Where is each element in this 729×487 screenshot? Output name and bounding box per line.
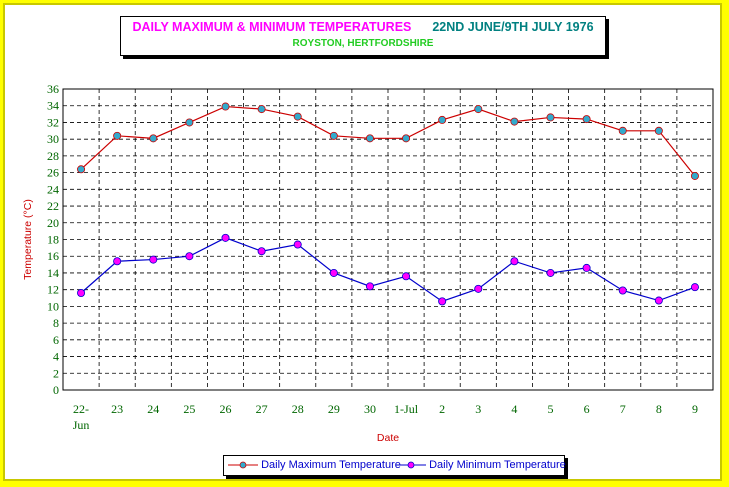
legend-swatch-max (228, 459, 258, 471)
y-tick-label: 24 (47, 182, 59, 196)
y-tick-label: 22 (47, 199, 59, 213)
data-point-min (582, 263, 591, 272)
plot-area-border (62, 88, 714, 391)
data-point-max (690, 171, 699, 180)
series (77, 102, 699, 306)
data-point-max (618, 126, 627, 135)
data-point-max (257, 105, 266, 114)
legend-label-max: Daily Maximum Temperature (261, 459, 401, 471)
data-point-max (546, 113, 555, 122)
data-point-min (474, 284, 483, 293)
x-tick-label: 30 (364, 402, 376, 416)
data-point-max (582, 115, 591, 124)
data-point-max (654, 126, 663, 135)
data-point-max (438, 115, 447, 124)
data-point-min (402, 272, 411, 281)
data-point-max (329, 131, 338, 140)
x-tick-label: 9 (692, 402, 698, 416)
x-tick-label: 6 (584, 402, 590, 416)
x-tick-label: 1-Jul (394, 402, 419, 416)
data-point-min (690, 283, 699, 292)
data-point-max (402, 134, 411, 143)
data-point-max (77, 165, 86, 174)
data-point-min (618, 286, 627, 295)
data-point-min (365, 282, 374, 291)
legend-swatch-min (396, 459, 426, 471)
data-point-min (510, 257, 519, 266)
x-tick-label: 2 (439, 402, 445, 416)
y-tick-label: 36 (47, 82, 59, 96)
chart-title-box: DAILY MAXIMUM & MINIMUM TEMPERATURES 22N… (120, 16, 606, 56)
y-tick-label: 34 (47, 99, 59, 113)
y-tick-label: 2 (53, 366, 59, 380)
chart-title-date-range: 22ND JUNE/9TH JULY 1976 (432, 20, 594, 34)
data-point-max (510, 117, 519, 126)
legend-item-max: Daily Maximum Temperature (228, 459, 401, 471)
x-axis-label: Date (377, 432, 399, 444)
x-tick-label: 8 (656, 402, 662, 416)
data-point-max (185, 118, 194, 127)
data-point-max (149, 134, 158, 143)
y-tick-label: 32 (47, 115, 59, 129)
legend-label-min: Daily Minimum Temperature (429, 459, 566, 471)
data-point-min (185, 252, 194, 261)
x-tick-label: 7 (620, 402, 626, 416)
series-line-max (80, 105, 696, 177)
chart-title-main: DAILY MAXIMUM & MINIMUM TEMPERATURES (132, 20, 412, 34)
y-tick-label: 12 (47, 283, 59, 297)
data-point-min (293, 240, 302, 249)
series-line-min (80, 237, 696, 303)
legend: Daily Maximum Temperature Daily Minimum … (223, 455, 566, 476)
y-tick-label: 30 (47, 132, 59, 146)
data-point-max (221, 102, 230, 111)
x-tick-label: 3 (475, 402, 481, 416)
x-tick-label: 25 (183, 402, 195, 416)
data-point-max (474, 105, 483, 114)
data-point-min (257, 247, 266, 256)
x-tick-label: Jun (73, 418, 90, 432)
y-tick-label: 28 (47, 149, 59, 163)
y-tick-label: 16 (47, 249, 59, 263)
data-point-min (221, 233, 230, 242)
data-point-min (329, 268, 338, 277)
data-point-max (293, 112, 302, 121)
y-tick-label: 20 (47, 216, 59, 230)
legend-item-min: Daily Minimum Temperature (396, 459, 566, 471)
y-tick-label: 26 (47, 166, 59, 180)
y-tick-label: 18 (47, 233, 59, 247)
x-tick-label: 23 (111, 402, 123, 416)
data-point-min (149, 255, 158, 264)
y-tick-label: 8 (53, 316, 59, 330)
data-point-max (113, 131, 122, 140)
data-point-max (365, 134, 374, 143)
x-tick-label: 4 (511, 402, 517, 416)
data-point-min (654, 296, 663, 305)
grid (63, 88, 713, 391)
y-tick-label: 0 (53, 383, 59, 397)
data-point-min (438, 297, 447, 306)
x-tick-label: 28 (292, 402, 304, 416)
chart-subtitle: ROYSTON, HERTFORDSHIRE (292, 38, 434, 49)
x-tick-label: 29 (328, 402, 340, 416)
chart-title: DAILY MAXIMUM & MINIMUM TEMPERATURES 22N… (121, 20, 605, 34)
data-point-min (113, 257, 122, 266)
data-point-min (546, 268, 555, 277)
data-point-min (77, 289, 86, 298)
chart-frame (3, 3, 722, 481)
y-tick-label: 10 (47, 299, 59, 313)
y-axis-label: Temperature (°C) (22, 199, 34, 280)
x-tick-label: 24 (147, 402, 159, 416)
x-tick-label: 22- (73, 402, 89, 416)
x-tick-label: 27 (256, 402, 268, 416)
y-tick-label: 4 (53, 350, 59, 364)
y-tick-label: 6 (53, 333, 59, 347)
x-tick-label: 26 (220, 402, 232, 416)
y-tick-label: 14 (47, 266, 59, 280)
x-tick-label: 5 (548, 402, 554, 416)
